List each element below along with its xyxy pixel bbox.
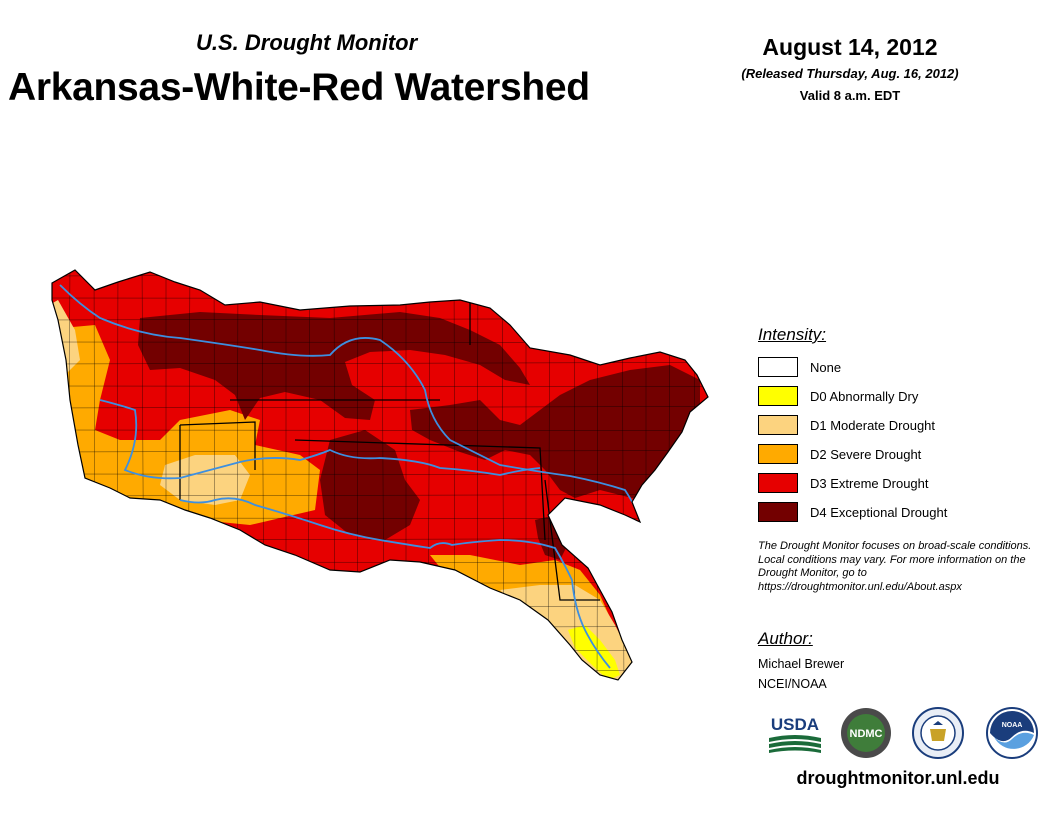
legend-swatch [758, 415, 798, 435]
county-line [52, 561, 708, 563]
legend-swatch [758, 502, 798, 522]
d4-exceptional-area-north [138, 312, 530, 420]
legend-label: None [810, 359, 842, 375]
river-line [99, 399, 541, 480]
legend-swatch [758, 444, 798, 464]
legend-swatch [758, 473, 798, 493]
county-line [52, 494, 708, 497]
county-line [52, 517, 708, 519]
county-line [52, 406, 708, 409]
legend-swatch [758, 357, 798, 377]
county-line [52, 429, 708, 431]
usda-logo-text: USDA [771, 715, 819, 734]
legend-label: D4 Exceptional Drought [810, 504, 948, 520]
d1-moderate-area-south [500, 585, 640, 680]
legend-label: D0 Abnormally Dry [810, 388, 919, 404]
legend-item: D4 Exceptional Drought [758, 501, 947, 523]
website-link[interactable]: droughtmonitor.unl.edu [796, 768, 1000, 788]
river-line [59, 284, 641, 521]
author-heading: Author: [758, 629, 813, 648]
release-date: (Released Thursday, Aug. 16, 2012) [741, 66, 959, 81]
county-line [52, 385, 708, 387]
author-name: Michael Brewer [758, 657, 845, 671]
legend-title: Intensity: [758, 325, 827, 344]
drought-categories [52, 270, 708, 680]
ndmc-logo-text: NDMC [850, 728, 883, 740]
d4-exceptional-area-east [410, 365, 700, 500]
legend-label: D3 Extreme Drought [810, 475, 929, 491]
legend-label: D2 Severe Drought [810, 446, 922, 462]
county-line [667, 270, 671, 680]
county-line [52, 605, 708, 607]
county-line [693, 270, 696, 680]
map-title: Arkansas-White-Red Watershed [8, 66, 590, 109]
state-boundary [179, 421, 256, 470]
d4-exceptional-area-central [320, 430, 420, 540]
d1-moderate-area-west [160, 455, 250, 505]
legend-item: None [758, 356, 841, 378]
usda-logo: USDA [769, 715, 821, 753]
rivers [59, 284, 641, 669]
legend-swatch [758, 386, 798, 406]
map-subtitle: U.S. Drought Monitor [196, 30, 418, 55]
county-line [52, 582, 708, 585]
doc-seal-logo [912, 707, 964, 759]
valid-time: Valid 8 a.m. EDT [799, 88, 901, 103]
legend-item: D2 Severe Drought [758, 443, 921, 465]
d0-abnormally-dry-area [568, 625, 620, 680]
noaa-logo-text: NOAA [1002, 722, 1023, 729]
legend-item: D0 Abnormally Dry [758, 385, 918, 407]
disclaimer-note: The Drought Monitor focuses on broad-sca… [758, 540, 1032, 593]
legend-item: D1 Moderate Drought [758, 414, 935, 436]
river-line [179, 497, 611, 669]
ndmc-logo: NDMC [841, 708, 891, 758]
legend-label: D1 Moderate Drought [810, 417, 936, 433]
map-date: August 14, 2012 [762, 34, 938, 60]
county-line [52, 450, 708, 453]
state-boundary [294, 439, 546, 541]
watershed-map [51, 269, 709, 681]
county-line [52, 473, 708, 475]
legend-item: D3 Extreme Drought [758, 472, 929, 494]
noaa-logo: NOAA [986, 707, 1038, 759]
author-org: NCEI/NOAA [758, 677, 827, 691]
